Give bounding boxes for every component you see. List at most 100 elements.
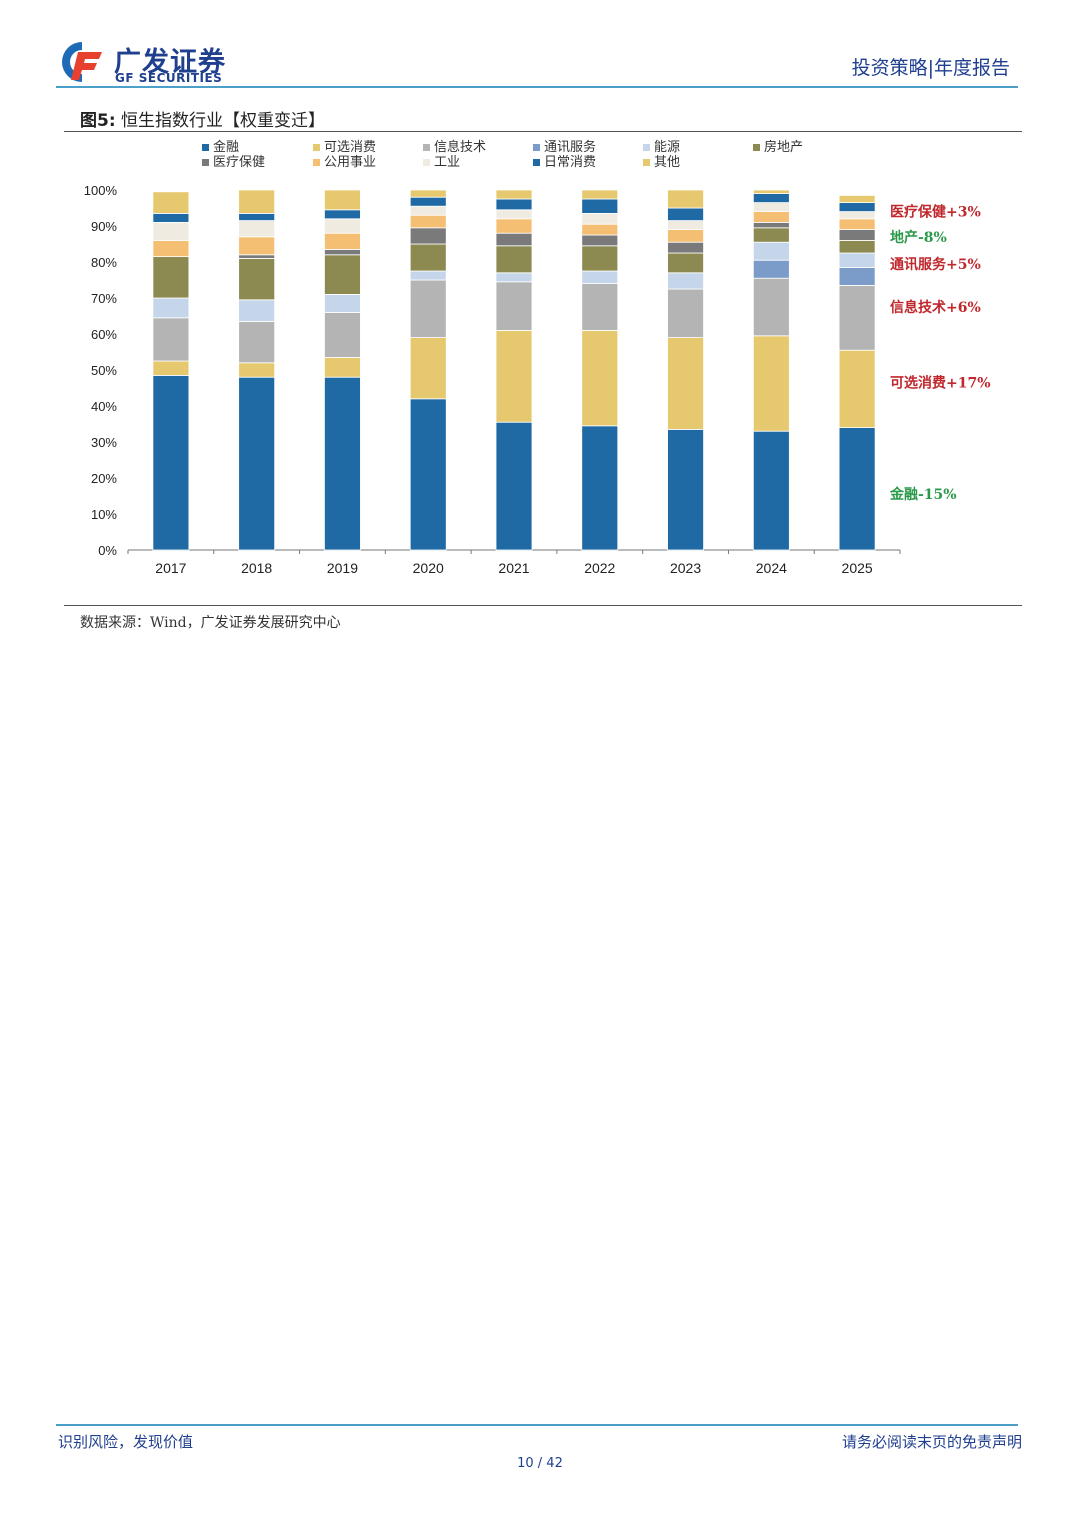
bar-segment	[324, 311, 361, 358]
bar-segment	[838, 427, 876, 551]
x-tick-label: 2019	[327, 560, 358, 576]
x-tick-label: 2017	[155, 560, 186, 576]
annotation-label: 可选消费+17%	[890, 375, 991, 392]
x-tick-label: 2022	[584, 560, 615, 576]
legend-label: 公用事业	[324, 155, 376, 170]
bar-segment	[324, 356, 361, 378]
legend-swatch	[643, 159, 650, 166]
bar-segment	[238, 362, 276, 378]
legend-label: 可选消费	[324, 140, 376, 155]
bar-segment	[495, 198, 533, 211]
bar-segment	[752, 430, 790, 551]
bar-segment	[152, 222, 190, 241]
x-tick-label: 2021	[498, 560, 529, 576]
bar-segment	[667, 428, 704, 551]
header-divider	[56, 86, 1018, 88]
page-header: 广发证券 GF SECURITIES 投资策略|年度报告	[56, 38, 1022, 90]
bar-segment	[409, 214, 447, 229]
legend-swatch	[202, 144, 209, 151]
bar-segment	[324, 249, 361, 256]
bar-segment	[838, 211, 876, 220]
report-type: 投资策略|年度报告	[851, 57, 1010, 79]
bar-segment	[838, 229, 876, 241]
bar-segment	[495, 232, 533, 247]
y-tick-label: 10%	[91, 507, 117, 522]
bar-segment	[409, 227, 447, 245]
bar-segment	[238, 320, 276, 364]
bar-segment	[152, 374, 190, 551]
bar-segment	[581, 329, 619, 427]
bar-segment	[581, 189, 619, 200]
bar-segment	[324, 189, 361, 211]
legend-swatch	[423, 144, 430, 151]
bar-segment	[752, 222, 790, 229]
bar-segment	[838, 266, 876, 286]
bar-segment	[152, 240, 190, 258]
x-tick-label: 2025	[842, 560, 873, 576]
legend-swatch	[533, 144, 540, 151]
annotation-label: 通讯服务+5%	[890, 256, 981, 273]
bar-segment	[324, 232, 361, 250]
figure-title-text: 恒生指数行业【权重变迁】	[121, 111, 326, 131]
bar-segment	[752, 335, 790, 432]
bar-segment	[152, 191, 190, 214]
legend-label: 金融	[213, 139, 239, 155]
bar-segment	[581, 234, 619, 247]
bar-segment	[752, 227, 790, 243]
bar-segment	[838, 284, 876, 351]
legend-label: 通讯服务	[544, 139, 596, 155]
bar-segment	[838, 195, 876, 204]
bar-segment	[495, 329, 533, 423]
bar-segment	[409, 270, 447, 281]
bar-segment	[152, 360, 190, 376]
x-tick-label: 2020	[413, 560, 444, 576]
bar-segment	[152, 213, 190, 223]
logo-text-en: GF SECURITIES	[115, 71, 223, 85]
bar-segment	[838, 202, 876, 212]
page-number: 10 / 42	[517, 1456, 563, 1471]
bar-segment	[238, 376, 276, 551]
bar-segment	[324, 218, 361, 234]
bar-segment	[495, 218, 533, 234]
x-tick-label: 2018	[241, 560, 272, 576]
bar-segment	[152, 297, 190, 319]
bar-segment	[495, 421, 533, 551]
bar-segment	[409, 205, 447, 216]
legend-swatch	[643, 144, 650, 151]
legend-label: 房地产	[764, 139, 803, 155]
y-tick-label: 60%	[91, 327, 117, 342]
bar-segment	[495, 245, 533, 274]
bar-segment	[667, 207, 704, 221]
logo-text-cn: 广发证券	[114, 47, 226, 78]
y-tick-label: 50%	[91, 363, 117, 378]
bar-segment	[667, 229, 704, 243]
bar-segment	[581, 425, 619, 551]
legend-swatch	[313, 159, 320, 166]
x-tick-label: 2024	[756, 560, 787, 576]
bar-segment	[667, 220, 704, 230]
bar-segment	[752, 211, 790, 223]
bar-segment	[324, 254, 361, 295]
y-tick-label: 40%	[91, 399, 117, 414]
bar-segment	[581, 213, 619, 225]
x-tick-label: 2023	[670, 560, 701, 576]
legend-label: 其他	[654, 155, 680, 170]
legend-swatch	[202, 159, 209, 166]
bar-segment	[324, 293, 361, 313]
bar-segment	[838, 252, 876, 268]
legend-swatch	[313, 144, 320, 151]
bar-segment	[495, 272, 533, 283]
y-tick-label: 0%	[98, 543, 117, 558]
bar-segment	[667, 252, 704, 274]
bar-segment	[409, 279, 447, 338]
annotation-label: 金融-15%	[889, 486, 957, 503]
bar-segment	[409, 243, 447, 272]
bar-segment	[667, 337, 704, 430]
bar-segment	[152, 256, 190, 299]
bar-segment	[838, 240, 876, 254]
gf-logo-icon	[62, 42, 102, 82]
bar-segment	[238, 213, 276, 222]
bar-segment	[581, 270, 619, 285]
bar-segment	[238, 236, 276, 256]
